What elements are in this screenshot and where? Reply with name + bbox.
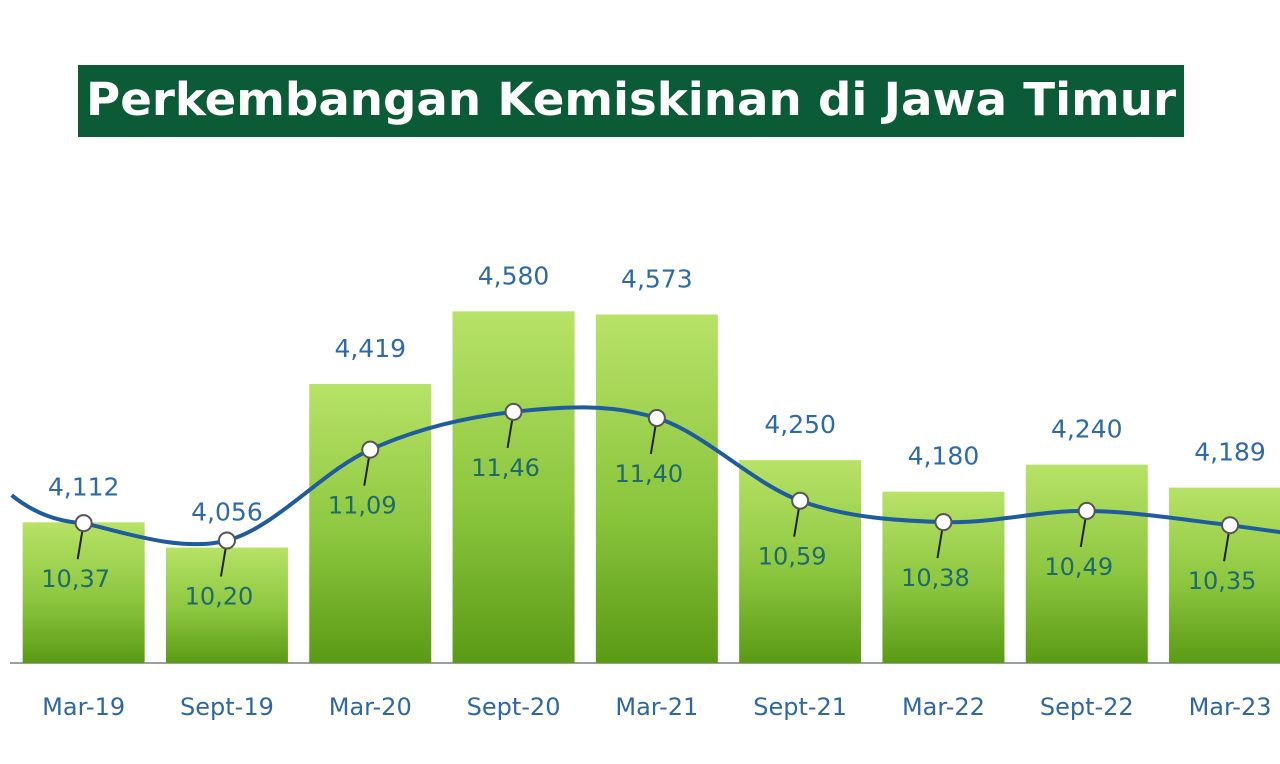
line-value-label: 11,40 [614, 460, 683, 488]
x-tick-label: Mar-23 [1189, 693, 1272, 721]
bar-value-label: 4,419 [334, 334, 406, 363]
x-tick-label: Mar-19 [42, 693, 125, 721]
title-box [78, 65, 1184, 137]
x-tick-label: Sept-22 [1040, 693, 1134, 721]
bar-value-label: 4,180 [908, 442, 980, 471]
bar-value-label: 4,112 [48, 472, 120, 501]
line-marker [647, 409, 666, 428]
chart-title: Perkembangan Kemiskinan di Jawa Timur [86, 73, 1177, 126]
bar [452, 311, 575, 663]
line-marker [504, 402, 523, 421]
line-marker [1221, 516, 1240, 535]
x-tick-label: Mar-20 [329, 693, 412, 721]
x-tick-label: Sept-21 [753, 693, 847, 721]
line-marker [361, 440, 380, 459]
line-marker [217, 531, 236, 550]
line-value-label: 10,38 [901, 564, 970, 592]
line-marker [74, 514, 93, 533]
line-value-label: 10,35 [1188, 567, 1257, 595]
line-tail [1229, 523, 1280, 535]
bar-value-label: 4,580 [478, 261, 550, 290]
bar-value-label: 4,189 [1194, 438, 1266, 467]
line-value-label: 10,49 [1044, 553, 1113, 581]
bar-value-label: 4,250 [764, 410, 836, 439]
line-value-label: 11,09 [328, 492, 397, 520]
bar [309, 383, 432, 663]
bar [1169, 487, 1280, 663]
line-marker [934, 513, 953, 532]
x-tick-label: Mar-22 [902, 693, 985, 721]
line-marker [791, 491, 810, 510]
bar [595, 314, 718, 663]
line-value-label: 10,37 [41, 565, 110, 593]
x-tick-label: Sept-20 [467, 693, 561, 721]
bar-value-label: 4,240 [1051, 415, 1123, 444]
line-marker [1077, 501, 1096, 520]
x-tick-label: Mar-21 [615, 693, 698, 721]
bar [22, 522, 145, 663]
bar [165, 547, 288, 663]
line-value-label: 10,20 [185, 583, 254, 611]
bar-value-label: 4,573 [621, 265, 693, 294]
line-value-label: 10,59 [758, 543, 827, 571]
line-value-label: 11,46 [471, 454, 540, 482]
bar-value-label: 4,056 [191, 498, 263, 527]
bar [1025, 464, 1148, 663]
x-tick-label: Sept-19 [180, 693, 274, 721]
